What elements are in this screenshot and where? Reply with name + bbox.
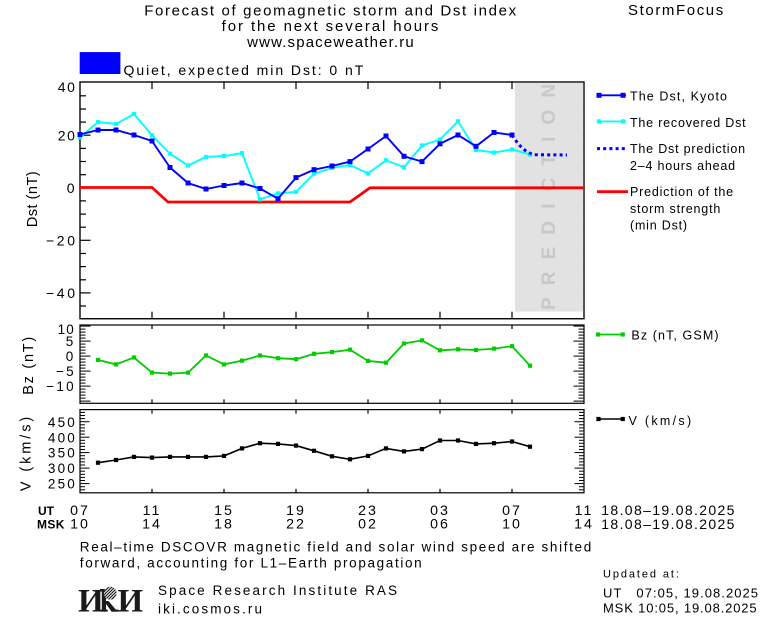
- svg-text:−10: −10: [46, 379, 76, 394]
- svg-text:14: 14: [574, 517, 594, 533]
- svg-text:5: 5: [66, 334, 75, 349]
- svg-text:Real–time DSCOVR magnetic fiel: Real–time DSCOVR magnetic field and sola…: [80, 539, 593, 554]
- svg-text:06: 06: [430, 517, 450, 533]
- svg-text:11: 11: [143, 503, 162, 519]
- svg-text:23: 23: [358, 503, 378, 519]
- svg-text:forward, accounting for L1–Ear: forward, accounting for L1–Earth propaga…: [80, 555, 424, 570]
- svg-text:2–4 hours ahead: 2–4 hours ahead: [630, 159, 736, 173]
- svg-text:18.08–19.08.2025: 18.08–19.08.2025: [601, 502, 736, 518]
- svg-text:07: 07: [70, 503, 90, 519]
- svg-text:14: 14: [142, 517, 162, 533]
- svg-text:02: 02: [358, 517, 378, 533]
- svg-text:Bz (nT, GSM): Bz (nT, GSM): [631, 329, 719, 343]
- svg-text:iki.cosmos.ru: iki.cosmos.ru: [158, 602, 264, 617]
- svg-text:22: 22: [286, 517, 306, 533]
- svg-text:(min Dst): (min Dst): [630, 218, 688, 232]
- svg-text:−40: −40: [46, 285, 78, 301]
- svg-text:Dst (nT): Dst (nT): [25, 171, 41, 227]
- svg-text:07: 07: [502, 503, 522, 519]
- svg-text:UT 07:05, 19.08.2025: UT 07:05, 19.08.2025: [603, 586, 759, 601]
- svg-text:40: 40: [58, 79, 77, 95]
- svg-text:for the next several hours: for the next several hours: [222, 18, 441, 35]
- svg-text:0: 0: [67, 180, 76, 196]
- svg-text:Forecast of geomagnetic storm: Forecast of geomagnetic storm and Dst in…: [144, 2, 518, 19]
- svg-text:MSK: MSK: [37, 518, 65, 532]
- svg-text:И: И: [118, 584, 144, 620]
- svg-text:Updated at:: Updated at:: [603, 569, 681, 581]
- svg-text:The recovered Dst: The recovered Dst: [630, 116, 746, 130]
- svg-text:The Dst, Kyoto: The Dst, Kyoto: [630, 90, 728, 104]
- svg-text:И: И: [78, 584, 104, 620]
- svg-text:19: 19: [286, 503, 306, 519]
- svg-text:PREDICTION: PREDICTION: [539, 72, 560, 310]
- svg-text:350: 350: [48, 446, 77, 461]
- svg-text:−5: −5: [56, 364, 76, 379]
- svg-text:400: 400: [48, 430, 77, 445]
- svg-text:Space Research Institute RAS: Space Research Institute RAS: [158, 583, 399, 598]
- svg-text:Bz (nT): Bz (nT): [21, 335, 37, 395]
- svg-text:www.spaceweather.ru: www.spaceweather.ru: [246, 34, 415, 51]
- svg-text:The Dst prediction: The Dst prediction: [630, 142, 746, 156]
- svg-text:V (km/s): V (km/s): [629, 414, 694, 428]
- svg-text:03: 03: [430, 503, 450, 519]
- svg-text:0: 0: [66, 349, 75, 364]
- svg-text:−20: −20: [46, 232, 78, 248]
- svg-text:18.08–19.08.2025: 18.08–19.08.2025: [601, 516, 736, 532]
- svg-text:15: 15: [214, 503, 234, 519]
- svg-text:MSK 10:05, 19.08.2025: MSK 10:05, 19.08.2025: [603, 601, 757, 616]
- svg-text:10: 10: [502, 517, 522, 533]
- svg-text:250: 250: [48, 477, 77, 492]
- svg-text:V (km/s): V (km/s): [19, 414, 35, 491]
- svg-text:300: 300: [48, 461, 77, 476]
- svg-text:450: 450: [48, 415, 77, 430]
- svg-text:UT: UT: [38, 504, 55, 518]
- svg-text:11: 11: [575, 503, 594, 519]
- svg-text:Prediction of the: Prediction of the: [630, 185, 734, 199]
- svg-text:Quiet, expected min Dst: 0 nT: Quiet, expected min Dst: 0 nT: [124, 62, 366, 78]
- svg-text:StormFocus: StormFocus: [628, 2, 725, 19]
- svg-text:18: 18: [214, 517, 234, 533]
- svg-text:10: 10: [58, 322, 75, 337]
- svg-text:10: 10: [70, 517, 90, 533]
- svg-text:20: 20: [58, 127, 77, 143]
- svg-text:storm strength: storm strength: [630, 202, 721, 216]
